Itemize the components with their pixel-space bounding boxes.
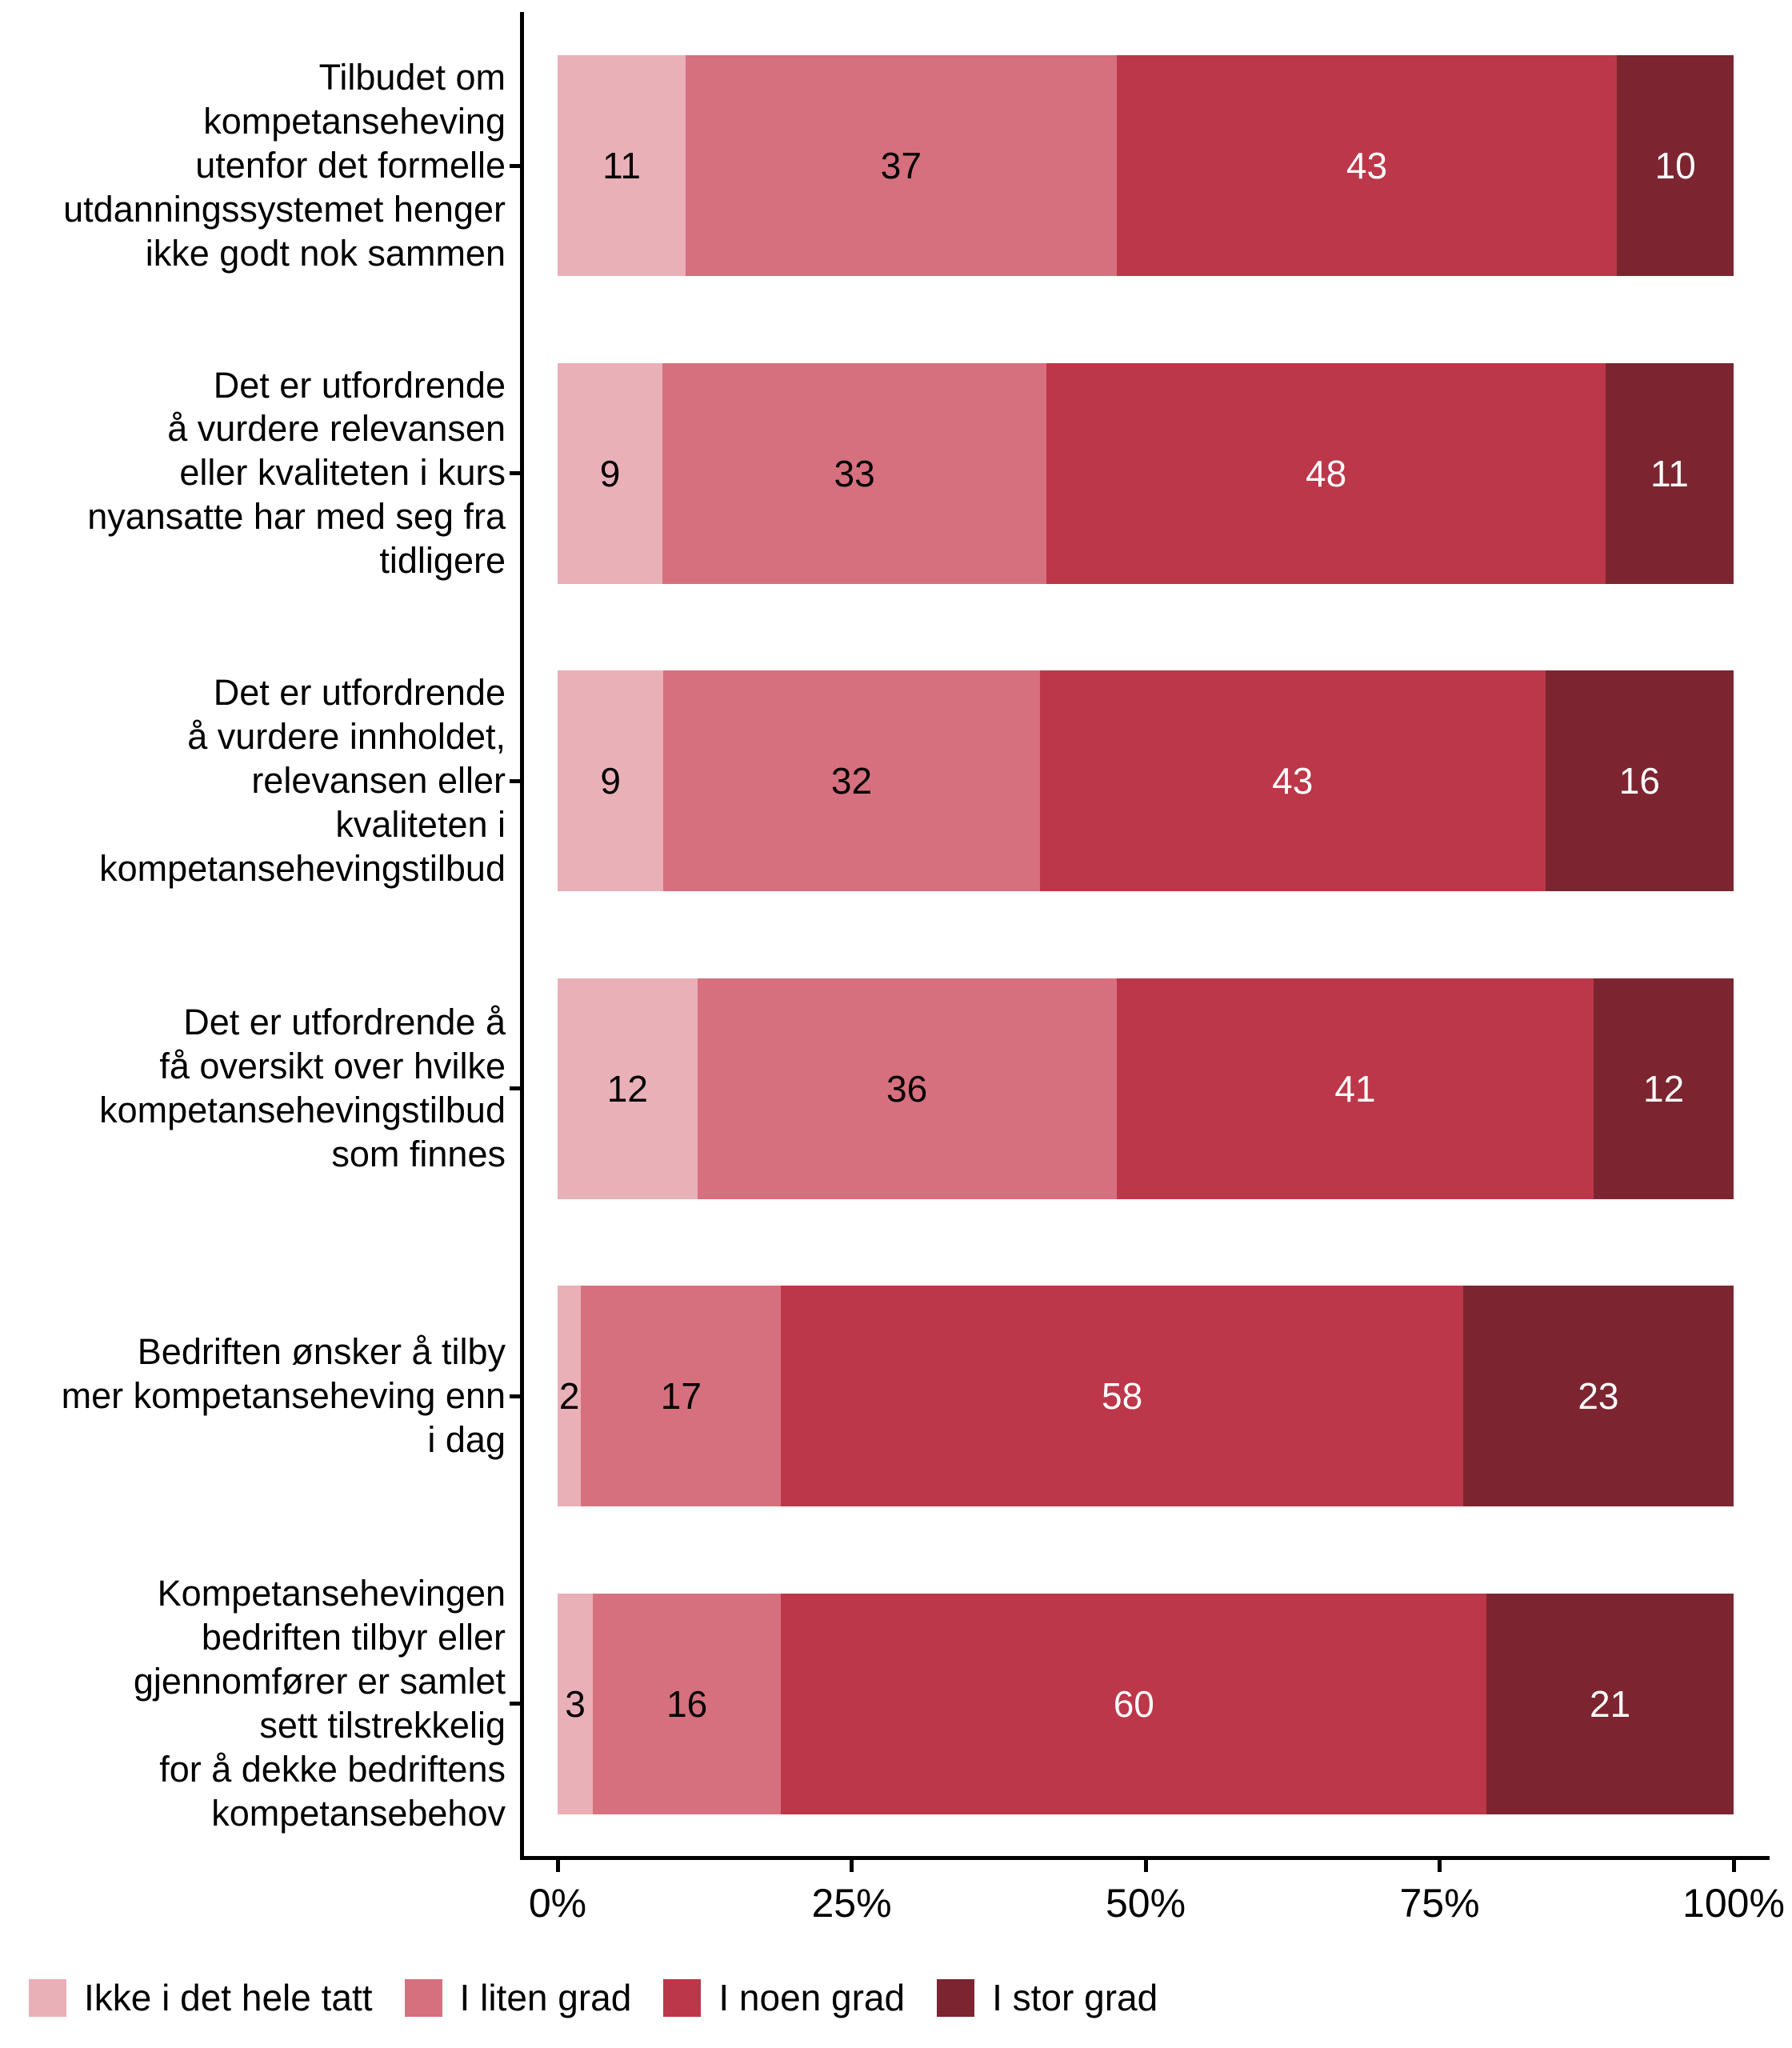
legend-swatch <box>663 1978 702 2017</box>
legend-label: I stor grad <box>992 1977 1158 2018</box>
x-axis-tick-label: 50% <box>1105 1881 1186 1926</box>
bar-segment: 43 <box>1116 55 1618 277</box>
bar-segment: 33 <box>662 362 1047 584</box>
stacked-bar: 11 37 43 10 <box>558 55 1734 277</box>
legend-label: I liten grad <box>459 1977 632 2018</box>
y-axis-tick <box>510 1086 520 1091</box>
bar-row: Tilbudet om kompetanseheving utenfor det… <box>0 12 1792 320</box>
x-axis-tick-label: 0% <box>528 1881 587 1926</box>
bar-segment: 10 <box>1617 55 1734 277</box>
bar-segment: 3 <box>558 1593 594 1814</box>
stacked-bar: 9 32 43 16 <box>558 670 1734 892</box>
x-axis-tick <box>1731 1860 1736 1872</box>
plot-rows: Tilbudet om kompetanseheving utenfor det… <box>0 12 1792 1858</box>
legend-item: Ikke i det hele tatt <box>29 1976 373 2019</box>
x-axis-tick <box>850 1860 854 1872</box>
legend-item: I liten grad <box>404 1976 632 2019</box>
bar-segment: 60 <box>781 1593 1487 1814</box>
legend-item: I stor grad <box>937 1976 1158 2019</box>
bar-segment: 36 <box>697 978 1117 1199</box>
bar-segment: 11 <box>1605 362 1734 584</box>
stacked-bar: 9 33 48 11 <box>558 362 1734 584</box>
x-axis-tick <box>1143 1860 1148 1872</box>
x-axis-line <box>520 1856 1770 1860</box>
bar-segment: 2 <box>558 1286 582 1507</box>
bar-row: Det er utfordrende å få oversikt over hv… <box>0 935 1792 1243</box>
category-label: Det er utfordrende å vurdere innholdet, … <box>99 672 506 889</box>
bar-row: Kompetansehevingen bedriften tilbyr elle… <box>0 1550 1792 1858</box>
legend-swatch <box>937 1978 975 2017</box>
bar-segment: 9 <box>558 670 664 892</box>
x-axis-tick <box>1438 1860 1442 1872</box>
legend: Ikke i det hele tatt I liten grad I noen g… <box>29 1976 1158 2019</box>
bar-segment: 21 <box>1486 1593 1734 1814</box>
x-axis-tick-label: 100% <box>1682 1881 1785 1926</box>
legend-label: Ikke i det hele tatt <box>84 1977 373 2018</box>
stacked-bar: 2 17 58 23 <box>558 1286 1734 1507</box>
bar-segment: 37 <box>686 55 1117 277</box>
bar-row: Det er utfordrende å vurdere relevansen … <box>0 320 1792 628</box>
bar-segment: 11 <box>558 55 686 277</box>
y-axis-tick <box>510 163 520 168</box>
y-axis-line <box>520 12 524 1860</box>
y-axis-tick <box>510 1394 520 1398</box>
bar-segment: 17 <box>581 1286 782 1507</box>
legend-label: I noen grad <box>718 1977 906 2018</box>
bar-segment: 12 <box>558 978 698 1199</box>
bar-segment: 23 <box>1462 1286 1734 1507</box>
bar-row: Det er utfordrende å vurdere innholdet, … <box>0 627 1792 935</box>
y-axis-tick <box>510 471 520 476</box>
category-label: Tilbudet om kompetanseheving utenfor det… <box>63 57 506 274</box>
y-axis-tick <box>510 1702 520 1706</box>
bar-segment: 58 <box>781 1286 1463 1507</box>
bar-segment: 32 <box>663 670 1040 892</box>
bar-segment: 16 <box>1545 670 1734 892</box>
bar-segment: 12 <box>1594 978 1734 1199</box>
x-axis-tick <box>555 1860 560 1872</box>
bar-segment: 16 <box>593 1593 782 1814</box>
bar-segment: 48 <box>1046 362 1606 584</box>
legend-swatch <box>404 1978 442 2017</box>
category-label: Bedriften ønsker å tilby mer kompetanseh… <box>61 1330 506 1460</box>
x-axis-tick-label: 25% <box>811 1881 892 1926</box>
category-label: Det er utfordrende å få oversikt over hv… <box>99 1001 506 1174</box>
stacked-bar: 3 16 60 21 <box>558 1593 1734 1814</box>
category-label: Det er utfordrende å vurdere relevansen … <box>87 364 506 582</box>
category-label: Kompetansehevingen bedriften tilbyr elle… <box>133 1573 506 1834</box>
bar-segment: 43 <box>1039 670 1546 892</box>
y-axis-tick <box>510 778 520 783</box>
x-axis-tick-label: 75% <box>1399 1881 1480 1926</box>
bar-segment: 41 <box>1116 978 1594 1199</box>
bar-row: Bedriften ønsker å tilby mer kompetanseh… <box>0 1242 1792 1550</box>
legend-swatch <box>29 1978 66 2017</box>
stacked-bar: 12 36 41 12 <box>558 978 1734 1199</box>
legend-item: I noen grad <box>663 1976 905 2019</box>
bar-segment: 9 <box>558 362 662 584</box>
